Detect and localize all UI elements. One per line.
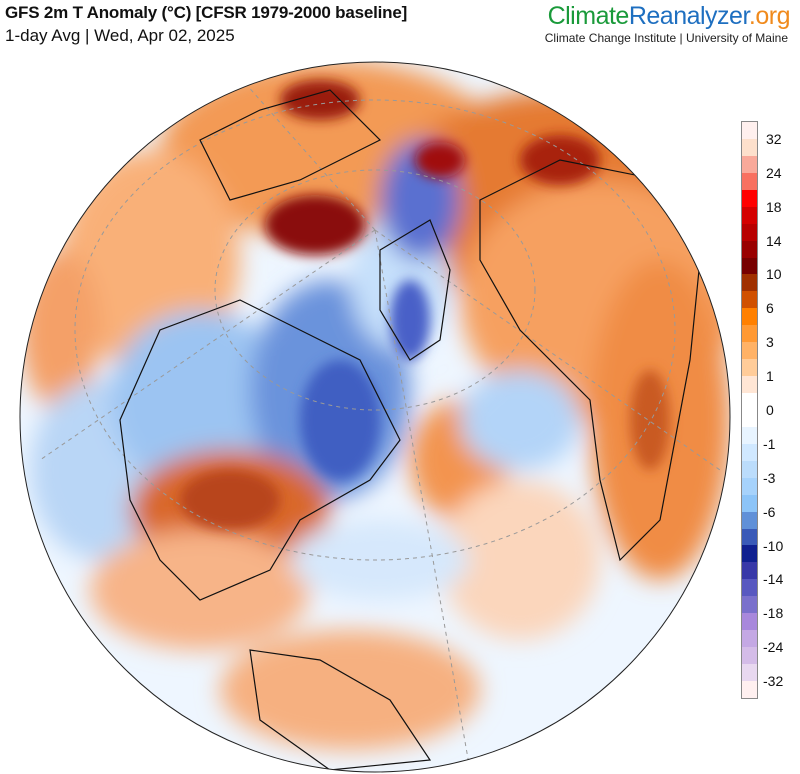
map-title: GFS 2m T Anomaly (°C) [CFSR 1979-2000 ba… — [5, 3, 408, 22]
colorbar-tick-label: -6 — [763, 503, 776, 520]
colorbar-swatch — [742, 647, 757, 664]
colorbar-tick-label: 1 — [766, 368, 774, 385]
map-subtitle: 1-day Avg | Wed, Apr 02, 2025 — [5, 26, 235, 45]
colorbar-swatch — [742, 359, 757, 377]
colorbar-swatch — [742, 155, 757, 173]
climate-reanalyzer-logo[interactable]: ClimateReanalyzer.org — [547, 2, 791, 31]
colorbar-tick-label: 6 — [766, 300, 774, 317]
colorbar-swatch — [742, 342, 757, 360]
colorbar-swatch — [742, 122, 757, 139]
colorbar-tick-label: -24 — [763, 639, 784, 656]
colorbar-swatch — [742, 494, 757, 512]
colorbar-swatch — [742, 596, 757, 614]
colorbar-tick-label: 14 — [766, 232, 782, 249]
anomaly-hotspots — [180, 80, 670, 530]
logo-part-reanalyzer: Reanalyzer — [628, 2, 750, 30]
colorbar-tick-label: 18 — [766, 198, 782, 215]
colorbar-tick-label: -10 — [763, 537, 784, 554]
colorbar-tick-label: 0 — [766, 402, 774, 418]
colorbar-swatch — [742, 511, 757, 529]
colorbar-swatch — [742, 240, 757, 258]
colorbar-tick-label: -14 — [763, 571, 784, 588]
logo-part-org: .org — [748, 2, 791, 30]
colorbar — [741, 121, 758, 699]
colorbar-swatch — [742, 274, 757, 292]
colorbar-swatch — [742, 680, 757, 698]
globe-outline — [19, 61, 731, 773]
colorbar-swatch — [742, 308, 757, 326]
colorbar-swatch — [742, 138, 757, 156]
colorbar-tick-label: 32 — [766, 130, 782, 147]
colorbar-swatch — [742, 477, 757, 495]
colorbar-tick-label: -32 — [763, 673, 784, 690]
colorbar-swatch — [742, 189, 757, 207]
colorbar-swatch — [742, 409, 757, 427]
colorbar-swatch — [742, 562, 757, 580]
colorbar-tick-label: 10 — [766, 266, 782, 283]
colorbar-swatch — [742, 206, 757, 224]
institution-label: Climate Change Institute | University of… — [544, 31, 788, 45]
colorbar-swatch — [742, 257, 757, 275]
colorbar-tick-label: -18 — [763, 605, 784, 622]
anomaly-field — [20, 62, 730, 750]
colorbar-swatch — [742, 545, 757, 563]
colorbar-swatch — [742, 291, 757, 309]
colorbar-tick-label: -3 — [763, 469, 776, 486]
colorbar-swatch — [742, 613, 757, 631]
colorbar-swatch — [742, 630, 757, 648]
colorbar-swatch — [742, 664, 757, 681]
graticule — [39, 65, 721, 771]
colorbar-swatch — [742, 325, 757, 343]
colorbar-tick-label: -1 — [763, 435, 776, 452]
colorbar-swatch — [742, 579, 757, 597]
colorbar-swatch — [742, 393, 757, 410]
colorbar-tick-label: 24 — [766, 164, 782, 181]
colorbar-swatch — [742, 460, 757, 478]
colorbar-swatch — [742, 426, 757, 444]
colorbar-tick-label: 3 — [766, 334, 774, 351]
colorbar-swatch — [742, 376, 757, 393]
colorbar-swatch — [742, 443, 757, 461]
logo-part-climate: Climate — [547, 2, 630, 30]
colorbar-swatch — [742, 172, 757, 190]
colorbar-swatch — [742, 528, 757, 546]
globe — [20, 62, 730, 772]
colorbar-swatch — [742, 223, 757, 241]
